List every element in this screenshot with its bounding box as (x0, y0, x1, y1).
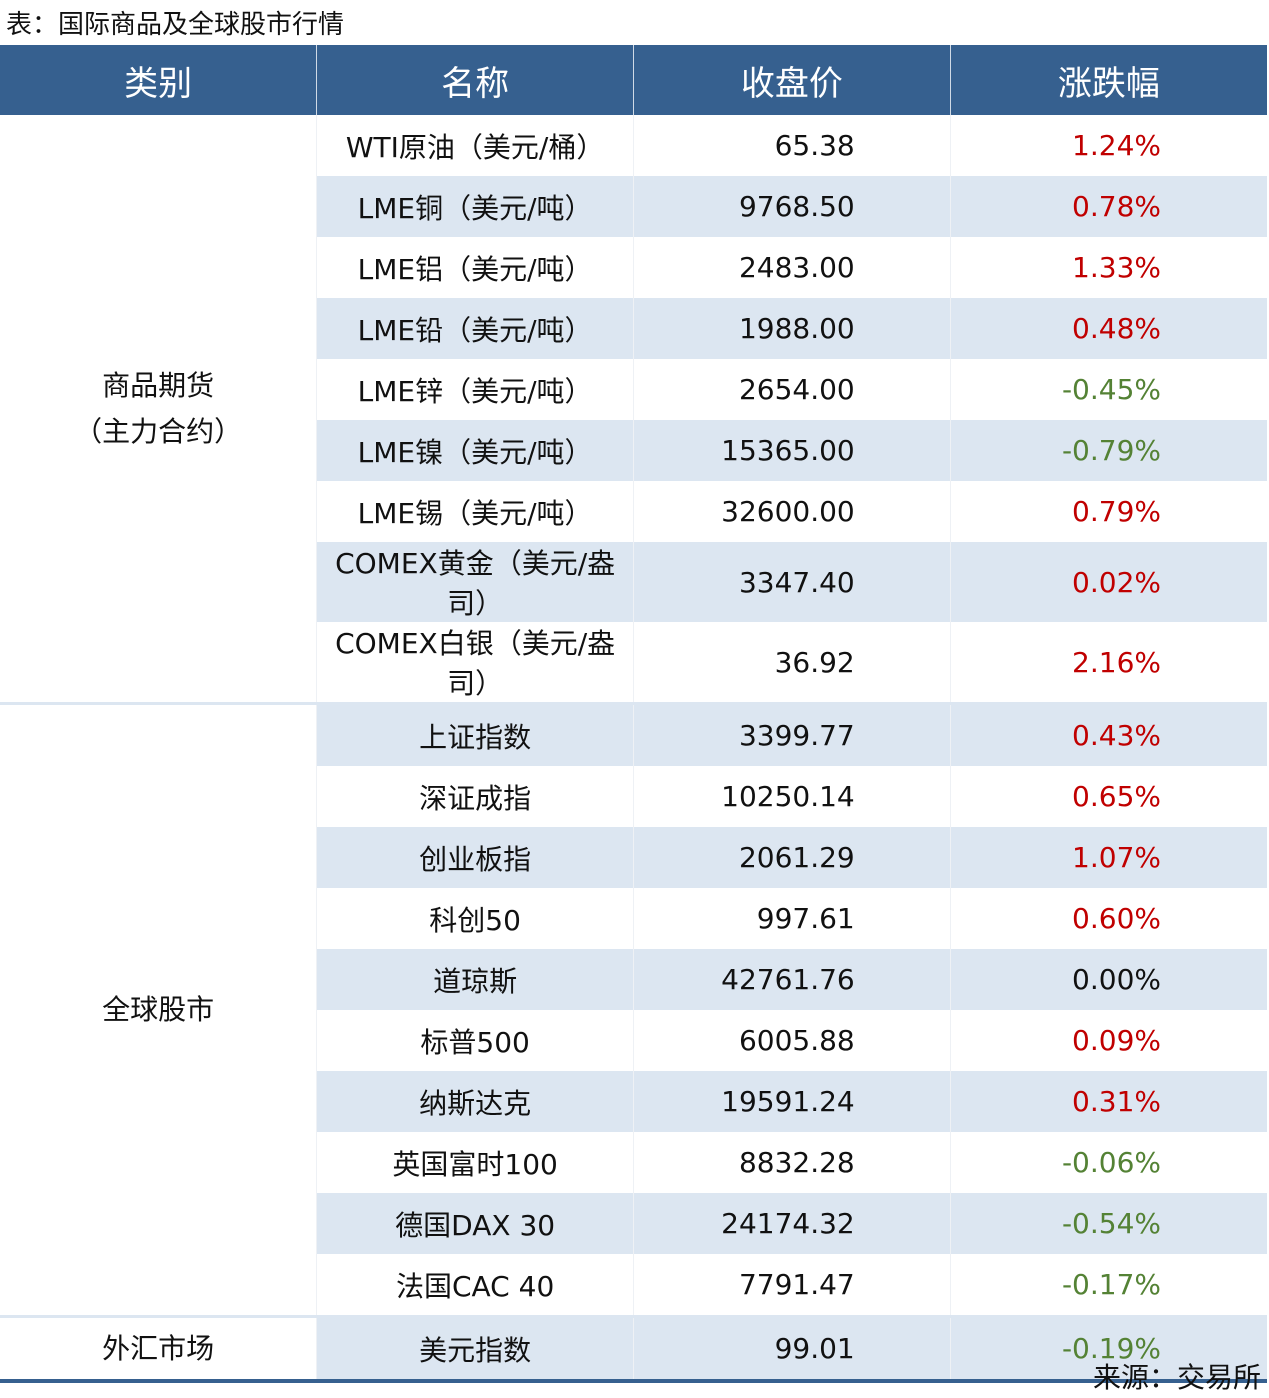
name-cell: LME锌（美元/吨） (316, 359, 634, 420)
category-cell: 全球股市 (0, 702, 317, 1317)
change-cell: 0.48% (949, 298, 1267, 359)
change-cell: -0.17% (949, 1254, 1267, 1317)
close-price-cell: 997.61 (633, 888, 951, 949)
category-cell: 商品期货 （主力合约） (0, 115, 317, 704)
name-cell: 道琼斯 (316, 949, 634, 1010)
close-price-cell: 1988.00 (633, 298, 951, 359)
change-cell: -0.79% (949, 420, 1267, 481)
close-price-cell: 7791.47 (633, 1254, 951, 1317)
close-price-cell: 65.38 (633, 115, 951, 176)
header-close: 收盘价 (633, 45, 951, 115)
close-price-cell: 24174.32 (633, 1193, 951, 1254)
name-cell: 上证指数 (316, 702, 634, 766)
name-cell: WTI原油（美元/桶） (316, 115, 634, 176)
close-price-cell: 6005.88 (633, 1010, 951, 1071)
change-cell: 1.24% (949, 115, 1267, 176)
change-cell: 1.07% (949, 827, 1267, 888)
table-row: LME铜（美元/吨） 9768.50 0.78% (0, 176, 1267, 237)
table-title: 表：国际商品及全球股市行情 (6, 10, 345, 40)
table-row: LME锡（美元/吨） 32600.00 0.79% (0, 481, 1267, 542)
source-note: 来源：交易所 (1092, 1361, 1261, 1394)
table-row: 道琼斯 42761.76 0.00% (0, 949, 1267, 1010)
close-price-cell: 10250.14 (633, 766, 951, 827)
change-cell: 0.43% (949, 702, 1267, 766)
name-cell: COMEX白银（美元/盎司） (316, 622, 634, 704)
table-row: 纳斯达克 19591.24 0.31% (0, 1071, 1267, 1132)
close-price-cell: 2654.00 (633, 359, 951, 420)
category-cell: 外汇市场 (0, 1315, 317, 1383)
change-cell: 0.60% (949, 888, 1267, 949)
table-row: 法国CAC 40 7791.47 -0.17% (0, 1254, 1267, 1317)
change-cell: 0.09% (949, 1010, 1267, 1071)
name-cell: 纳斯达克 (316, 1071, 634, 1132)
table-row: LME铅（美元/吨） 1988.00 0.48% (0, 298, 1267, 359)
table-row: 深证成指 10250.14 0.65% (0, 766, 1267, 827)
close-price-cell: 2483.00 (633, 237, 951, 298)
close-price-cell: 36.92 (633, 622, 951, 704)
name-cell: COMEX黄金（美元/盎司） (316, 542, 634, 622)
close-price-cell: 15365.00 (633, 420, 951, 481)
market-table: 类别 名称 收盘价 涨跌幅 商品期货 （主力合约） WTI原油（美元/桶） 65.38… (0, 45, 1267, 1383)
close-price-cell: 3347.40 (633, 542, 951, 622)
close-price-cell: 8832.28 (633, 1132, 951, 1193)
name-cell: LME镍（美元/吨） (316, 420, 634, 481)
close-price-cell: 9768.50 (633, 176, 951, 237)
close-price-cell: 42761.76 (633, 949, 951, 1010)
table-row: 创业板指 2061.29 1.07% (0, 827, 1267, 888)
name-cell: 德国DAX 30 (316, 1193, 634, 1254)
close-price-cell: 19591.24 (633, 1071, 951, 1132)
table-row: 外汇市场 美元指数 99.01 -0.19% (0, 1315, 1267, 1383)
name-cell: 科创50 (316, 888, 634, 949)
close-price-cell: 2061.29 (633, 827, 951, 888)
header-category: 类别 (0, 45, 317, 115)
name-cell: LME铅（美元/吨） (316, 298, 634, 359)
table-row: LME铝（美元/吨） 2483.00 1.33% (0, 237, 1267, 298)
name-cell: 深证成指 (316, 766, 634, 827)
change-cell: 0.65% (949, 766, 1267, 827)
table-row: 标普500 6005.88 0.09% (0, 1010, 1267, 1071)
close-price-cell: 3399.77 (633, 702, 951, 766)
change-cell: -0.06% (949, 1132, 1267, 1193)
change-cell: 0.00% (949, 949, 1267, 1010)
name-cell: 美元指数 (316, 1315, 634, 1383)
change-cell: 1.33% (949, 237, 1267, 298)
close-price-cell: 32600.00 (633, 481, 951, 542)
change-cell: 0.78% (949, 176, 1267, 237)
name-cell: LME锡（美元/吨） (316, 481, 634, 542)
header-row: 类别 名称 收盘价 涨跌幅 (0, 45, 1267, 115)
name-cell: 创业板指 (316, 827, 634, 888)
table-row: 英国富时100 8832.28 -0.06% (0, 1132, 1267, 1193)
name-cell: 标普500 (316, 1010, 634, 1071)
header-name: 名称 (316, 45, 634, 115)
table-row: 科创50 997.61 0.60% (0, 888, 1267, 949)
change-cell: 2.16% (949, 622, 1267, 704)
close-price-cell: 99.01 (633, 1315, 951, 1383)
change-cell: 0.79% (949, 481, 1267, 542)
table-row: 德国DAX 30 24174.32 -0.54% (0, 1193, 1267, 1254)
change-cell: -0.54% (949, 1193, 1267, 1254)
change-cell: -0.19% (949, 1315, 1267, 1383)
name-cell: 法国CAC 40 (316, 1254, 634, 1317)
table-row: COMEX黄金（美元/盎司） 3347.40 0.02% (0, 542, 1267, 622)
change-cell: -0.45% (949, 359, 1267, 420)
table-row: 全球股市 上证指数 3399.77 0.43% (0, 702, 1267, 1317)
change-cell: 0.02% (949, 542, 1267, 622)
table-row: COMEX白银（美元/盎司） 36.92 2.16% (0, 622, 1267, 704)
name-cell: LME铜（美元/吨） (316, 176, 634, 237)
change-cell: 0.31% (949, 1071, 1267, 1132)
table-row: LME锌（美元/吨） 2654.00 -0.45% (0, 359, 1267, 420)
name-cell: 英国富时100 (316, 1132, 634, 1193)
name-cell: LME铝（美元/吨） (316, 237, 634, 298)
table-row: LME镍（美元/吨） 15365.00 -0.79% (0, 420, 1267, 481)
header-change: 涨跌幅 (949, 45, 1267, 115)
table-row: 商品期货 （主力合约） WTI原油（美元/桶） 65.38 1.24% (0, 115, 1267, 704)
